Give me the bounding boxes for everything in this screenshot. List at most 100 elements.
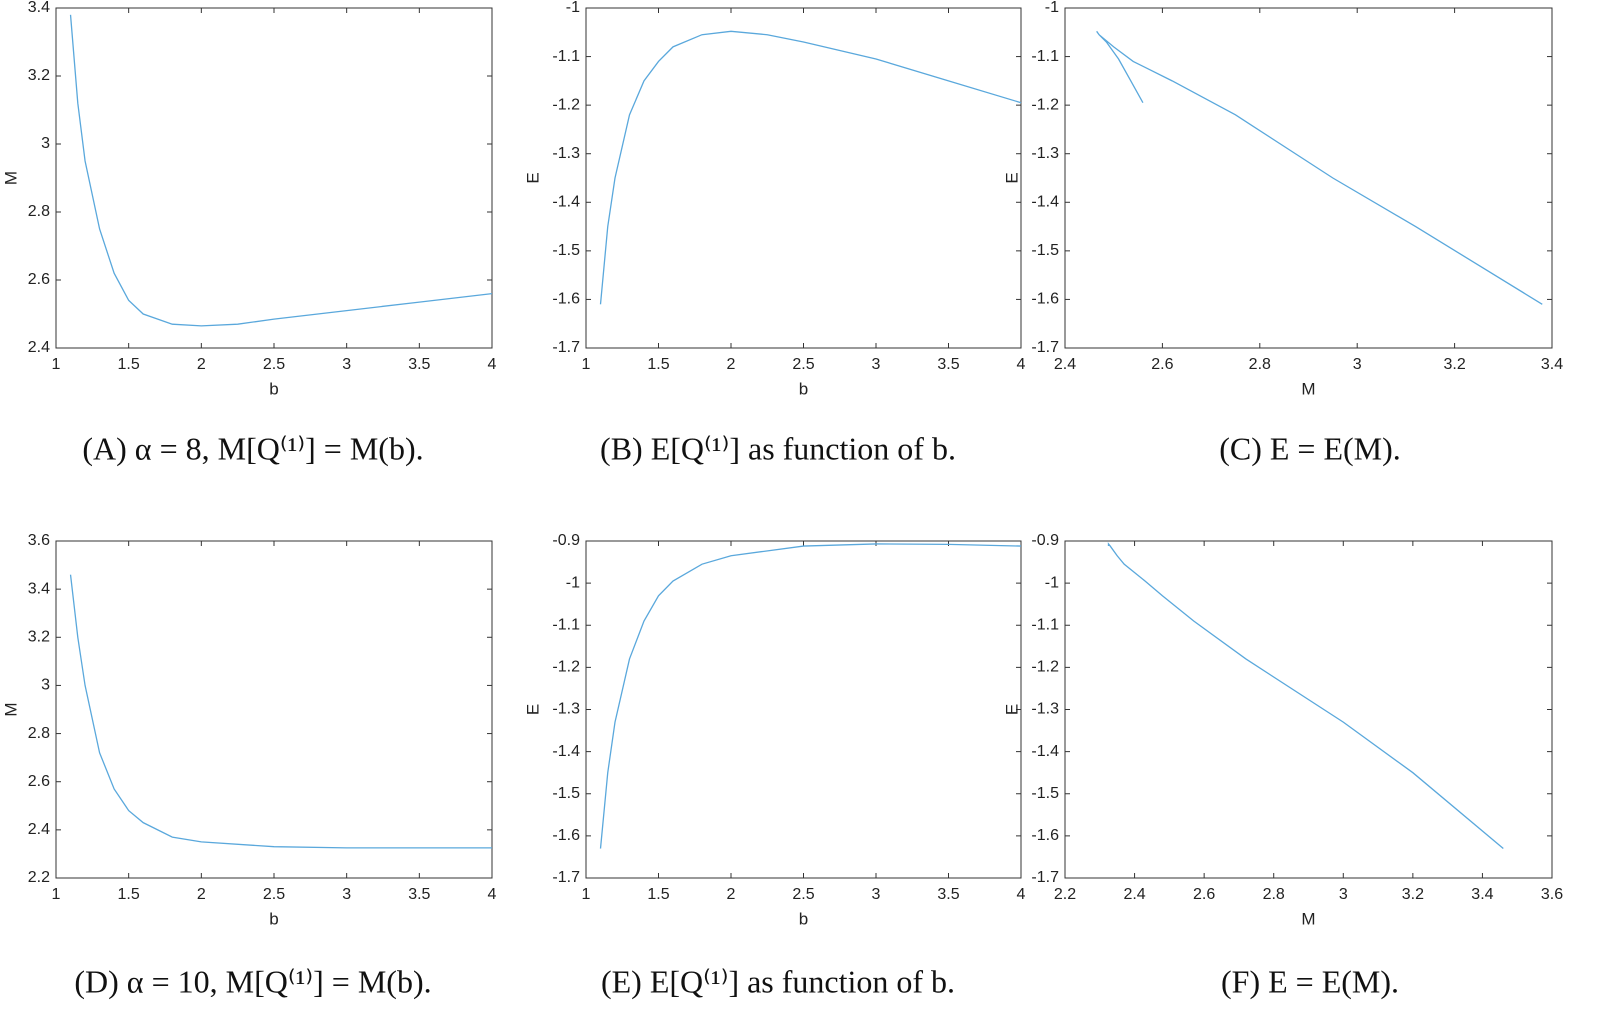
x-tick-label: 3 [342,886,351,903]
y-tick-label: 3.2 [28,629,50,646]
caption: (A) α = 8, M[Q⁽¹⁾] = M(b). [82,430,423,466]
x-tick-label: 3 [872,356,881,373]
y-tick-label: 3.6 [28,532,50,549]
x-tick-label: 3.2 [1402,886,1424,903]
y-tick-label: -1.5 [552,242,580,259]
x-tick-label: 1 [582,886,591,903]
y-tick-label: -1.3 [1031,701,1059,718]
x-tick-label: 1.5 [647,886,669,903]
x-tick-label: 2 [727,356,736,373]
y-tick-label: 3.2 [28,67,50,84]
x-tick-label: 3.5 [937,886,959,903]
x-tick-label: 2.8 [1263,886,1285,903]
y-tick-label: 3 [41,135,50,152]
data-line [69,14,493,327]
y-tick-label: 3.4 [28,580,50,597]
x-tick-label: 2.4 [1054,356,1076,373]
y-tick-label: 3.4 [28,0,50,16]
y-tick-label: -1 [1045,0,1059,16]
panel: 1 1.5 2 2.5 3 3.5 4 2.4 2.6 2.8 3 3.2 3.4 b M (A) α = 8… [1,0,496,466]
x-tick-label: 1.5 [647,356,669,373]
y-tick-label: -1.4 [552,743,580,760]
x-tick-label: 2.6 [1151,356,1173,373]
y-axis-label: M [1,171,20,185]
caption: (D) α = 10, M[Q⁽¹⁾] = M(b). [74,963,431,999]
caption: (E) E[Q⁽¹⁾] as function of b. [601,963,955,999]
data-line [1107,542,1504,850]
y-tick-label: -1.7 [552,339,580,356]
x-tick-label: 2.5 [792,886,814,903]
y-tick-label: -1.2 [552,96,580,113]
caption: (F) E = E(M). [1221,963,1399,999]
y-tick-label: -1.1 [1031,616,1059,633]
y-tick-label: 2.8 [28,725,50,742]
x-tick-label: 1.5 [118,886,140,903]
x-tick-label: 3.2 [1443,356,1465,373]
y-tick-label: -1.3 [1031,145,1059,162]
plot-frame [1064,7,1553,349]
y-tick-label: 2.6 [28,271,50,288]
data-line [599,543,1022,849]
x-tick-label: 2.8 [1249,356,1271,373]
x-tick-label: 4 [488,356,497,373]
y-tick-label: -1.6 [1031,291,1059,308]
y-tick-label: -1.3 [552,145,580,162]
y-tick-label: -1.3 [552,701,580,718]
caption: (B) E[Q⁽¹⁾] as function of b. [600,430,956,466]
x-axis-label: M [1301,379,1315,398]
y-tick-label: -1 [1045,574,1059,591]
y-tick-label: -1.2 [1031,96,1059,113]
x-tick-label: 4 [488,886,497,903]
data-line [69,574,492,849]
y-tick-label: -1.7 [1031,339,1059,356]
y-tick-label: -1.2 [1031,659,1059,676]
y-tick-label: -1.5 [552,785,580,802]
caption: (C) E = E(M). [1219,430,1401,466]
x-tick-label: 1 [52,356,61,373]
y-tick-label: 2.4 [28,339,50,356]
x-axis-label: b [799,379,808,398]
x-tick-label: 2 [197,886,206,903]
x-tick-label: 4 [1017,886,1026,903]
y-tick-label: -1.6 [1031,827,1059,844]
x-tick-label: 2 [197,356,206,373]
y-tick-label: -1.4 [552,194,580,211]
y-tick-label: -1.7 [1031,869,1059,886]
y-tick-label: -1.6 [552,291,580,308]
x-tick-label: 2.4 [1123,886,1145,903]
plot-frame [55,540,493,879]
y-tick-label: -1.4 [1031,194,1059,211]
panel: 1 1.5 2 2.5 3 3.5 4 -1.7 -1.6 -1.5 -1.4 -1.3 -1.2 -1.… [523,0,1025,466]
y-tick-label: 3 [41,677,50,694]
x-tick-label: 1 [582,356,591,373]
x-tick-label: 3 [1339,886,1348,903]
y-tick-label: 2.2 [28,869,50,886]
x-tick-label: 3 [342,356,351,373]
x-tick-label: 3.4 [1471,886,1493,903]
panel: 2.2 2.4 2.6 2.8 3 3.2 3.4 3.6 -1.7 -1.6 -1.5 -1.4 -1… [1002,532,1563,999]
data-line [599,30,1022,305]
y-tick-label: 2.6 [28,773,50,790]
y-tick-label: -1.4 [1031,743,1059,760]
x-tick-label: 3.4 [1541,356,1563,373]
plot-frame [585,7,1022,349]
y-tick-label: -0.9 [1031,532,1059,549]
y-tick-label: -1.5 [1031,785,1059,802]
y-tick-label: -1 [566,0,580,16]
plot-frame [585,540,1022,879]
x-tick-label: 3.5 [408,886,430,903]
y-tick-label: -1.6 [552,827,580,844]
panel: 2.4 2.6 2.8 3 3.2 3.4 -1.7 -1.6 -1.5 -1.4 -1.3 -1.2… [1002,0,1563,466]
x-tick-label: 3 [1353,356,1362,373]
x-tick-label: 1 [52,886,61,903]
x-tick-label: 2.5 [263,356,285,373]
y-axis-label: E [1002,704,1021,715]
y-tick-label: -1.1 [552,616,580,633]
x-axis-label: b [799,909,808,928]
x-axis-label: b [269,909,278,928]
panel: 1 1.5 2 2.5 3 3.5 4 2.2 2.4 2.6 2.8 3 3.2 3.4 3.6 b M (D)… [1,532,496,999]
y-tick-label: -1 [566,574,580,591]
y-tick-label: -1.5 [1031,242,1059,259]
y-axis-label: M [1,702,20,716]
